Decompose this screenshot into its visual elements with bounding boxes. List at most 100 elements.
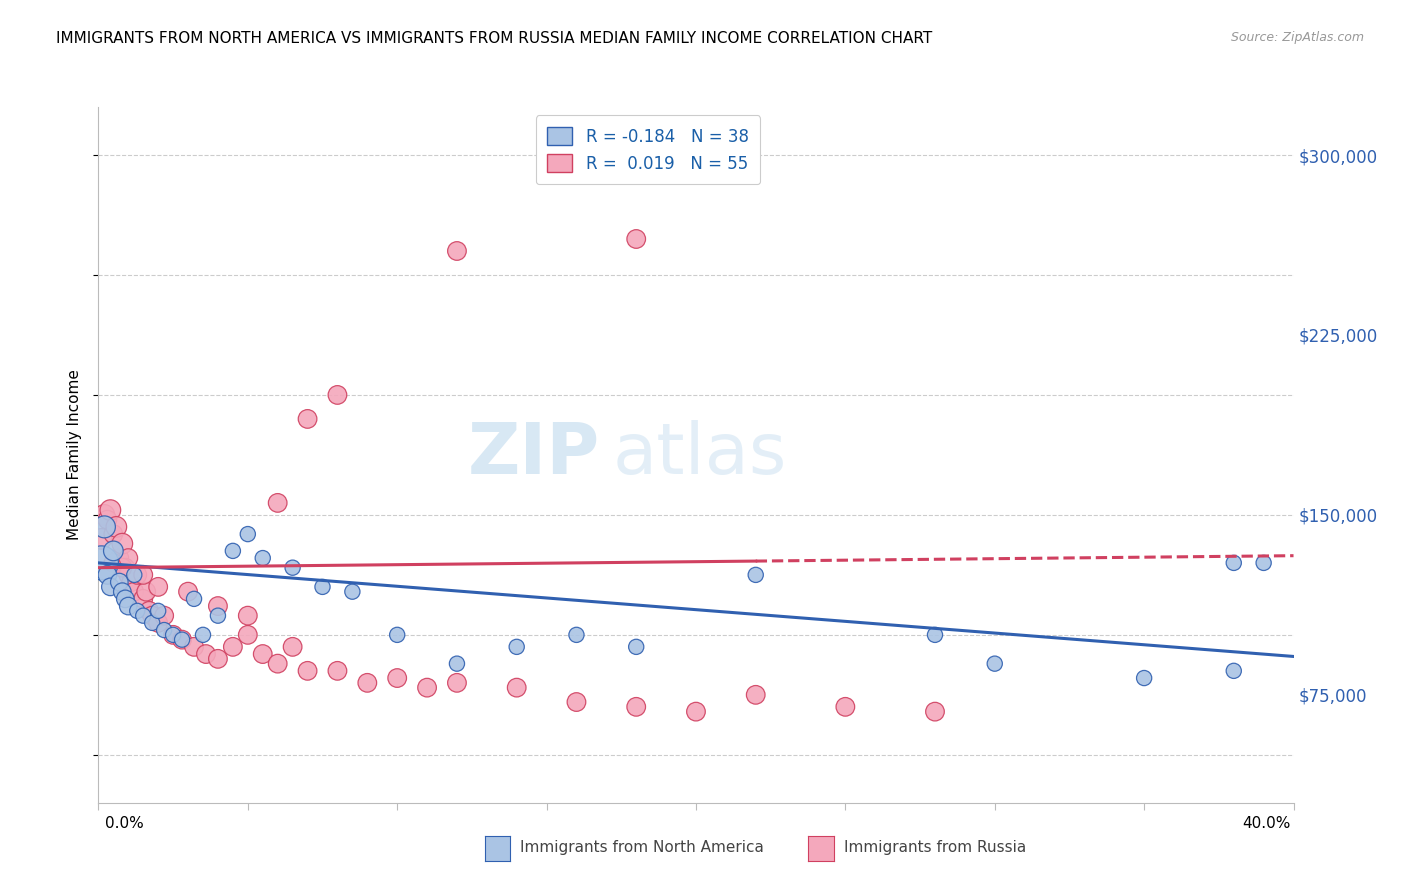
Point: [148, 580, 170, 594]
Text: atlas: atlas: [613, 420, 787, 490]
Point: [183, 640, 205, 654]
Point: [1223, 664, 1246, 678]
Point: [745, 567, 768, 582]
Point: [1133, 671, 1156, 685]
Legend: R = -0.184   N = 38, R =  0.019   N = 55: R = -0.184 N = 38, R = 0.019 N = 55: [536, 115, 761, 185]
Point: [135, 584, 157, 599]
Text: IMMIGRANTS FROM NORTH AMERICA VS IMMIGRANTS FROM RUSSIA MEDIAN FAMILY INCOME COR: IMMIGRANTS FROM NORTH AMERICA VS IMMIGRA…: [56, 31, 932, 46]
Point: [93, 508, 115, 522]
Point: [127, 567, 149, 582]
Point: [626, 232, 648, 246]
Point: [385, 628, 409, 642]
Point: [127, 604, 149, 618]
Point: [148, 604, 170, 618]
Point: [141, 615, 163, 630]
Point: [236, 628, 259, 642]
Point: [626, 640, 648, 654]
Point: [103, 544, 125, 558]
Point: [103, 527, 125, 541]
Point: [506, 640, 529, 654]
Point: [153, 623, 176, 637]
Point: [446, 676, 468, 690]
Point: [267, 496, 290, 510]
Text: Immigrants from North America: Immigrants from North America: [520, 840, 763, 855]
Point: [626, 699, 648, 714]
Text: 40.0%: 40.0%: [1243, 816, 1291, 831]
Text: Source: ZipAtlas.com: Source: ZipAtlas.com: [1230, 31, 1364, 45]
Point: [207, 608, 229, 623]
Point: [100, 503, 122, 517]
Point: [162, 628, 184, 642]
Point: [222, 640, 245, 654]
Point: [108, 551, 131, 566]
Point: [356, 676, 378, 690]
Text: Immigrants from Russia: Immigrants from Russia: [844, 840, 1026, 855]
Y-axis label: Median Family Income: Median Family Income: [67, 369, 83, 541]
Point: [124, 584, 146, 599]
Point: [297, 412, 319, 426]
Point: [416, 681, 439, 695]
Point: [90, 532, 112, 546]
Point: [834, 699, 856, 714]
Point: [1223, 556, 1246, 570]
Point: [565, 628, 588, 642]
Point: [506, 681, 529, 695]
Point: [342, 584, 364, 599]
Point: [236, 527, 259, 541]
Point: [117, 567, 139, 582]
Point: [132, 608, 155, 623]
Point: [984, 657, 1007, 671]
Point: [565, 695, 588, 709]
Point: [132, 591, 155, 606]
Point: [103, 556, 125, 570]
Point: [111, 560, 134, 574]
Point: [207, 652, 229, 666]
Point: [111, 537, 134, 551]
Point: [132, 567, 155, 582]
Point: [117, 551, 139, 566]
Point: [111, 584, 134, 599]
Point: [114, 560, 136, 574]
Point: [326, 388, 349, 402]
Point: [297, 664, 319, 678]
Point: [162, 628, 184, 642]
Point: [96, 513, 118, 527]
Point: [172, 632, 194, 647]
Point: [385, 671, 409, 685]
Point: [745, 688, 768, 702]
Point: [191, 628, 214, 642]
Point: [114, 591, 136, 606]
Point: [183, 591, 205, 606]
Point: [207, 599, 229, 613]
Point: [177, 584, 200, 599]
Point: [153, 608, 176, 623]
Point: [311, 580, 333, 594]
Point: [924, 705, 946, 719]
Point: [685, 705, 707, 719]
Point: [281, 560, 304, 574]
Point: [1253, 556, 1275, 570]
Point: [267, 657, 290, 671]
Point: [924, 628, 946, 642]
Point: [281, 640, 304, 654]
Point: [124, 567, 146, 582]
Point: [172, 632, 194, 647]
Point: [236, 608, 259, 623]
Point: [446, 657, 468, 671]
Point: [120, 575, 142, 590]
Point: [117, 599, 139, 613]
Point: [222, 544, 245, 558]
Point: [252, 647, 274, 661]
Point: [100, 580, 122, 594]
Text: ZIP: ZIP: [468, 420, 600, 490]
Point: [93, 520, 115, 534]
Point: [138, 604, 160, 618]
Point: [105, 520, 128, 534]
Point: [195, 647, 218, 661]
Point: [326, 664, 349, 678]
Point: [148, 615, 170, 630]
Point: [108, 575, 131, 590]
Text: 0.0%: 0.0%: [105, 816, 145, 831]
Point: [90, 556, 112, 570]
Point: [446, 244, 468, 258]
